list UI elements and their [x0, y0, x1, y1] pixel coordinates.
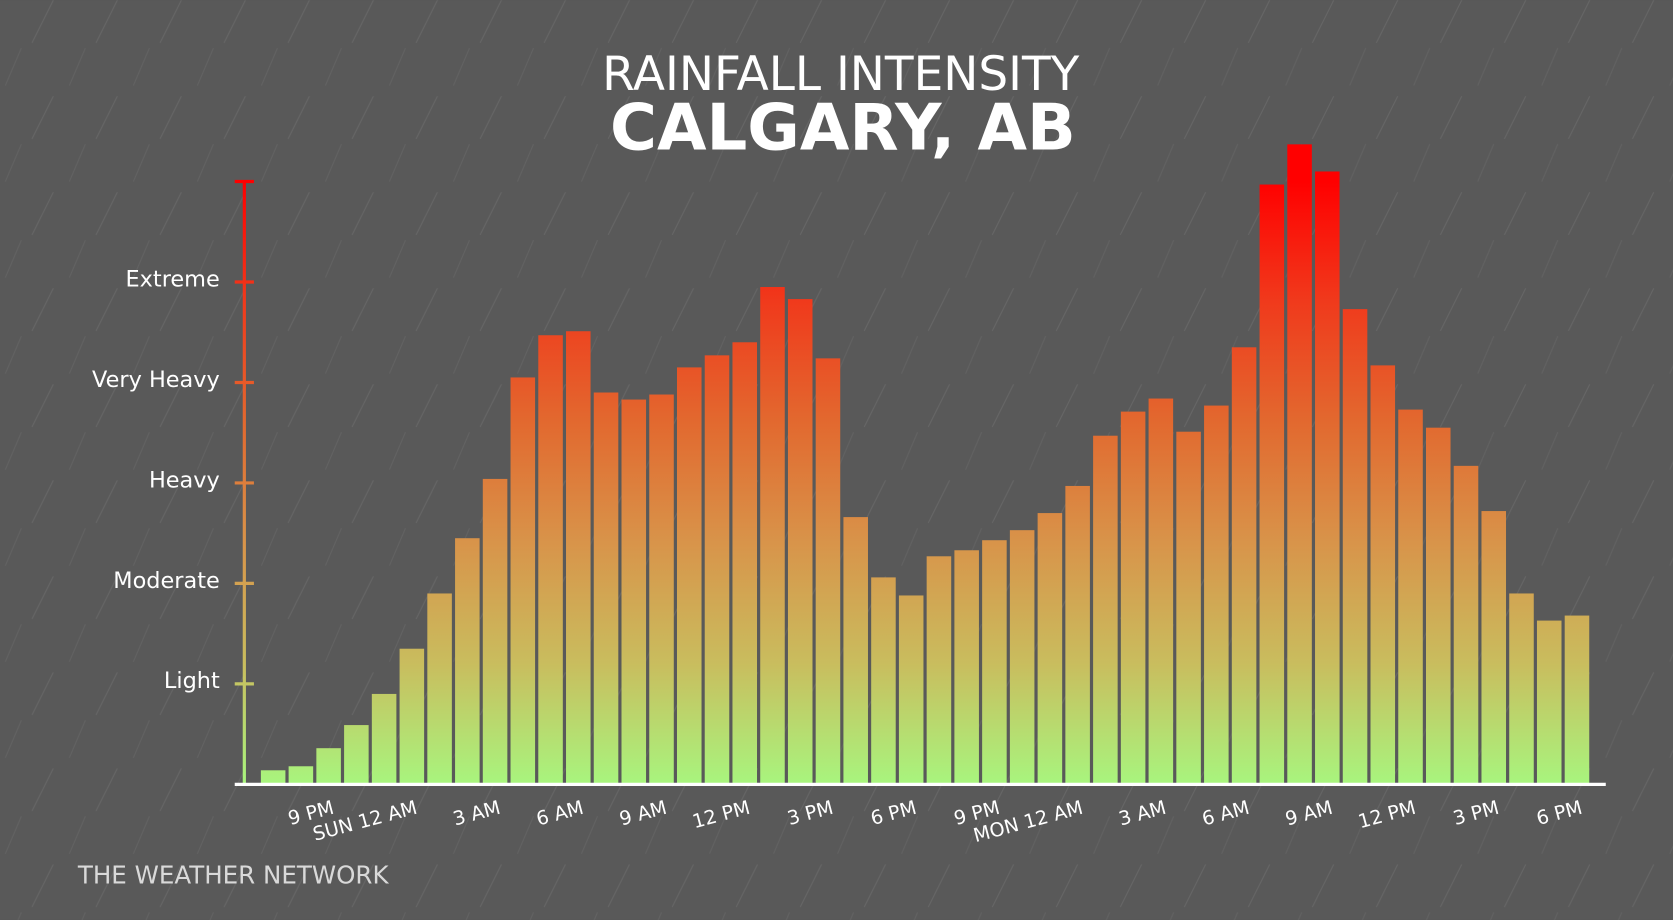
- bar: [732, 342, 758, 785]
- chart-subtitle: CALGARY, AB: [610, 92, 1076, 166]
- bar: [288, 766, 314, 785]
- bar: [982, 540, 1007, 785]
- bar: [621, 399, 647, 785]
- bar: [1315, 171, 1340, 785]
- bar: [538, 335, 563, 785]
- bar: [1481, 511, 1507, 785]
- bar: [482, 478, 508, 785]
- bar: [316, 748, 341, 785]
- bar: [455, 538, 480, 785]
- bar: [1453, 465, 1479, 785]
- bar: [926, 556, 952, 785]
- bar: [344, 725, 369, 785]
- chart-title: RAINFALL INTENSITY: [602, 47, 1079, 102]
- bar: [1093, 435, 1118, 785]
- bar: [1259, 184, 1285, 785]
- bar: [676, 367, 702, 785]
- bar: [1037, 513, 1063, 785]
- bar: [566, 331, 591, 785]
- bar: [399, 648, 425, 785]
- y-tick-label: Very Heavy: [92, 367, 220, 393]
- bar: [787, 299, 813, 785]
- bar: [1342, 309, 1368, 785]
- bar: [871, 577, 896, 785]
- bar: [1536, 620, 1562, 785]
- bar: [843, 517, 868, 785]
- y-tick-label: Light: [164, 668, 220, 694]
- bar: [1120, 411, 1146, 785]
- bar: [898, 595, 924, 785]
- bar: [260, 770, 286, 785]
- bar: [593, 392, 619, 785]
- bar: [1564, 615, 1590, 785]
- bar: [1148, 398, 1174, 785]
- bar: [760, 287, 785, 785]
- bar: [427, 593, 452, 785]
- bar: [1009, 530, 1035, 785]
- source: THE WEATHER NETWORK: [77, 861, 390, 890]
- bar: [510, 377, 536, 785]
- bar: [1204, 405, 1229, 785]
- y-tick-label: Extreme: [126, 266, 220, 292]
- y-tick-label: Moderate: [113, 568, 220, 594]
- bar: [1176, 431, 1201, 785]
- bar: [1287, 144, 1312, 785]
- bar: [371, 693, 397, 785]
- bar: [1425, 427, 1451, 785]
- y-tick-label: Heavy: [149, 467, 220, 493]
- bar: [704, 355, 730, 785]
- bar: [1509, 593, 1534, 785]
- bar: [1398, 409, 1423, 785]
- bar: [1065, 485, 1090, 785]
- bar: [954, 550, 979, 785]
- bar: [1370, 365, 1396, 785]
- bar: [1231, 347, 1257, 785]
- bar: [649, 394, 674, 785]
- bar: [815, 358, 841, 785]
